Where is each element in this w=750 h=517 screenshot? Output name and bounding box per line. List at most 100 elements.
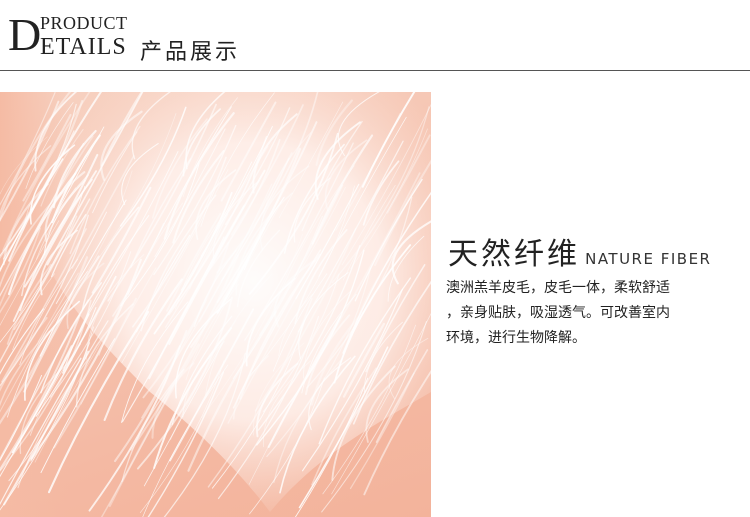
fur-strand: [19, 258, 79, 366]
fur-strand: [0, 272, 79, 413]
fur-strand: [387, 235, 425, 302]
fur-strand: [71, 155, 135, 269]
fur-strand: [337, 92, 380, 157]
fur-strand: [388, 337, 429, 400]
fur-strand: [154, 128, 226, 258]
fiber-description-line: 澳洲羔羊皮毛，皮毛一体，柔软舒适: [446, 280, 670, 296]
fur-strand: [17, 356, 91, 489]
fur-strand: [342, 184, 396, 281]
fur-strand: [172, 149, 225, 244]
fur-strand: [185, 283, 240, 381]
fur-strand: [47, 310, 150, 494]
fur-strand: [11, 313, 90, 454]
fur-strand: [294, 377, 369, 517]
fur-strand: [141, 299, 207, 419]
fur-strand: [22, 113, 72, 202]
fur-strand: [311, 367, 377, 486]
fur-strand: [190, 147, 302, 348]
fur-strand: [0, 135, 94, 307]
fur-strand: [89, 113, 177, 270]
fur-strand: [198, 152, 293, 323]
fur-strand: [50, 214, 87, 278]
header-details-label: ETAILS: [40, 34, 127, 60]
fur-strand: [273, 358, 343, 484]
fur-strand: [289, 186, 346, 289]
fur-strand: [236, 229, 281, 308]
fur-strand: [331, 106, 430, 284]
fur-strand: [62, 275, 117, 374]
fur-strand: [132, 156, 227, 328]
fur-strand: [30, 258, 142, 460]
fur-strand: [113, 329, 188, 463]
fur-strand: [23, 153, 99, 288]
fur-strand: [168, 136, 268, 316]
fur-strand: [55, 211, 107, 304]
header-cn-title: 产品展示: [140, 40, 241, 65]
fur-strand: [6, 263, 53, 345]
fur-strand: [0, 92, 72, 222]
fur-strand: [103, 278, 183, 422]
fur-strand: [81, 206, 140, 310]
fur-strand: [303, 289, 353, 379]
fur-strand: [0, 375, 42, 462]
fur-strand: [30, 320, 109, 462]
fur-strand: [249, 185, 355, 376]
fur-strand: [0, 92, 56, 206]
fur-strand: [220, 101, 277, 202]
fur-strand: [283, 143, 345, 254]
fur-strand: [163, 352, 247, 517]
fur-strand: [187, 310, 277, 472]
fur-strand: [23, 255, 100, 393]
fur-strand: [259, 184, 344, 336]
fur-texture-image: [0, 92, 431, 517]
fur-strand: [306, 196, 413, 389]
fur-strand: [135, 234, 191, 333]
fur-strand: [232, 215, 323, 379]
fur-strand: [262, 273, 340, 413]
fur-strand: [259, 165, 310, 251]
fur-strand: [23, 148, 69, 231]
fiber-description: 澳洲羔羊皮毛，皮毛一体，柔软舒适 ，亲身贴肤，吸湿透气。可改善室内 环境，进行生…: [446, 276, 746, 351]
fur-strand: [203, 138, 281, 278]
fur-strand: [252, 113, 298, 194]
fur-strand: [39, 199, 127, 357]
fur-strand: [121, 301, 189, 423]
fur-strand: [375, 349, 429, 443]
fur-strand: [298, 346, 389, 509]
fur-strand: [147, 371, 225, 517]
fur-strand: [0, 256, 89, 425]
fur-strand: [386, 134, 431, 214]
fur-strand: [363, 369, 431, 496]
fur-strand: [39, 229, 78, 296]
fur-strand: [92, 131, 138, 214]
fur-strand: [0, 299, 90, 461]
fur-strand: [248, 132, 339, 295]
fur-strand: [193, 249, 237, 328]
fur-strand: [349, 372, 415, 490]
fur-strand: [249, 377, 325, 515]
fur-strand: [51, 134, 101, 224]
fur-strand: [121, 169, 229, 364]
nature-fiber-title-en: NATURE FIBER: [585, 250, 712, 268]
fur-strand: [121, 368, 185, 483]
fur-strand: [350, 128, 428, 269]
fur-strand: [143, 343, 223, 487]
fur-strand: [293, 177, 331, 243]
fur-strand: [321, 321, 427, 513]
fur-strand: [130, 254, 240, 451]
fur-strand: [254, 227, 357, 412]
fur-strand: [230, 104, 304, 236]
fur-strand: [168, 169, 266, 345]
fur-strand: [301, 288, 404, 472]
fur-strand: [34, 92, 78, 172]
fur-strand: [108, 343, 200, 507]
fur-strand: [0, 330, 51, 407]
fur-strand: [46, 92, 144, 266]
fur-strand: [0, 214, 89, 387]
fur-strand: [6, 271, 88, 418]
fur-strand: [53, 297, 137, 449]
fur-strand: [100, 110, 143, 181]
fur-strand: [45, 126, 105, 234]
fur-strand: [266, 267, 372, 458]
fur-strand: [139, 360, 225, 514]
